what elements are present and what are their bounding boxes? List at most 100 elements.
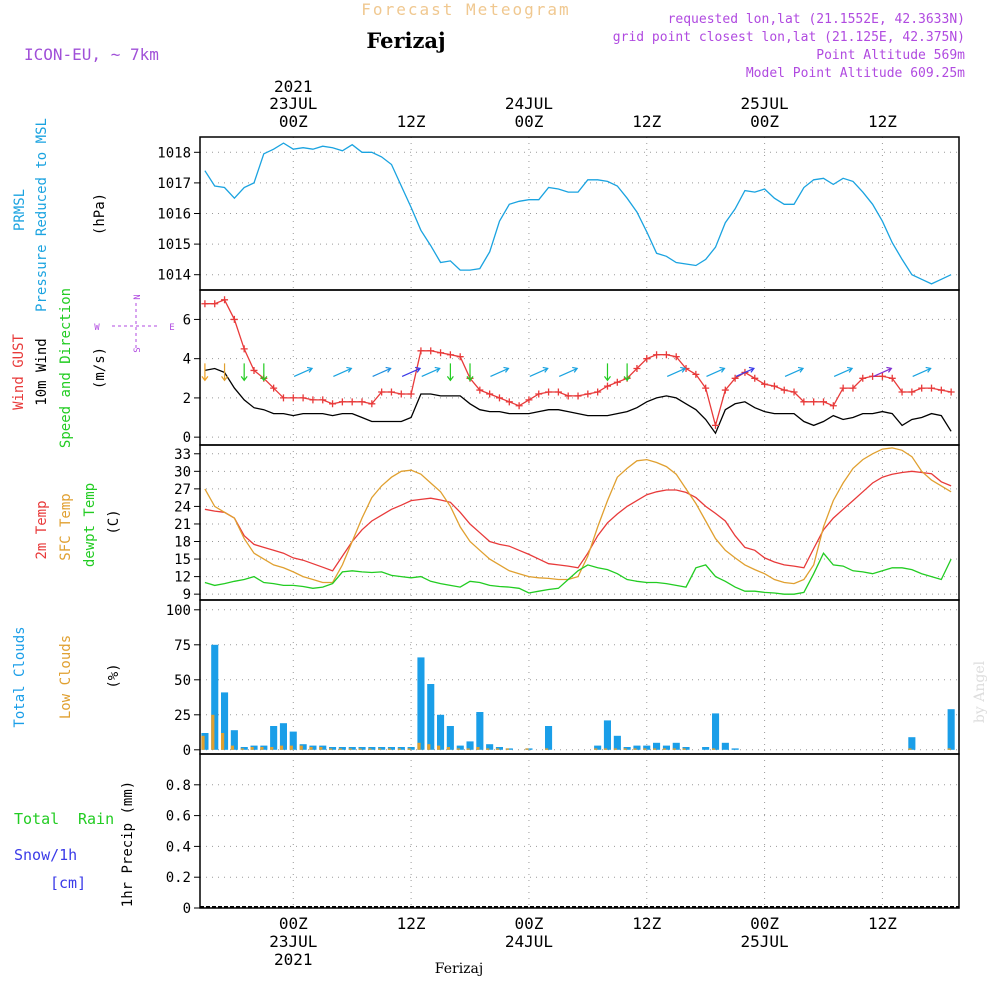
gust-marker [456,353,464,361]
gust-marker [250,366,258,374]
gust-marker [289,394,297,402]
panel-2: 0 2 4 6 [183,289,960,446]
low-cloud-bar [211,714,215,750]
gust-marker [554,388,562,396]
gust-marker [417,347,425,355]
total-cloud-bar [289,731,297,750]
wind-unit: (m/s) [92,347,108,389]
panels: 1014101510161017101802469121518212427303… [157,136,960,917]
gust-marker [279,394,287,402]
bottom-axis-year: 2021 [274,950,313,969]
gust-marker [211,300,219,308]
bottom-axis-hour: 12Z [397,914,426,933]
gust-marker [594,388,602,396]
total-cloud-bar [662,745,670,750]
y-tick-label: 75 [174,638,191,654]
total-cloud-bar [338,747,346,750]
gust-marker [761,380,769,388]
low-cloud-bar [407,748,411,750]
total-cloud-bar [682,747,690,750]
wind-direction-arrow [623,363,631,382]
low-cloud-bar [633,748,637,750]
gust-marker [928,384,936,392]
gust-marker [662,351,670,359]
total-cloud-bar [319,745,327,750]
panel-1: 1014 1015 1016 1017 1018 [157,136,960,291]
gust-marker [564,392,572,400]
wind-direction-arrow [201,363,209,382]
gust-marker [437,349,445,357]
y-tick-label: 6 [183,312,191,328]
low-cloud-bar [417,742,421,750]
gust-marker [338,398,346,406]
gust-marker [427,347,435,355]
y-tick-label: 0.8 [166,778,191,794]
y-tick-label: 100 [166,603,191,619]
gust-marker [319,396,327,404]
total-cloud-bar [368,747,376,750]
low-cloud-bar [358,748,362,750]
bottom-axis-hour: 00Z [514,914,543,933]
wind-direction-arrow [466,363,474,382]
y-tick-label: 33 [174,447,191,463]
low-cloud-bar [319,747,323,750]
gust-marker [947,388,955,396]
precip-unit: 1hr Precip (mm) [120,781,136,907]
gust-marker [829,402,837,410]
top-axis-hour: 12Z [632,112,661,131]
wind-direction-arrow [333,366,353,377]
gust-marker [270,384,278,392]
low-cloud-bar [446,747,450,750]
temp-unit: (C) [106,509,122,534]
gust-marker [751,374,759,382]
y-tick-label: 1018 [157,145,191,161]
bottom-axis-date: 24JUL [505,932,553,951]
wind-gust-line [204,298,952,428]
y-tick-label: 0.4 [166,839,191,855]
gust-marker [672,353,680,361]
low-cloud-bar [338,748,342,750]
total-cloud-bar [270,726,278,750]
snow-label: Snow/1h [14,846,77,864]
total-cloud-bar [702,747,710,750]
gust-marker [574,392,582,400]
wind-direction-arrow [604,363,611,382]
panel-frame [199,136,960,291]
wind-direction-arrow [558,366,579,377]
panel-frame [199,289,960,446]
total-cloud-bar [603,720,611,750]
y-tick-label: 27 [174,482,191,498]
total-cloud-bar [358,747,366,750]
total-cloud-bar [456,745,464,750]
low-cloud-bar [662,748,667,750]
y-tick-label: 30 [174,464,191,480]
model-name: ICON-EU, ~ 7km [24,45,159,64]
bottom-axis-hour: 00Z [750,914,779,933]
grid-point-coords: grid point closest lon,lat (21.125E, 42.… [613,30,965,45]
gust-marker [613,378,621,386]
total-cloud-bar [594,745,602,750]
low-cloud-bar [368,748,372,750]
pressure-label-2: Pressure Reduced to MSL [34,118,50,312]
wind-direction-arrow [490,366,510,377]
total-cloud-bar [348,747,356,750]
top-axis-date: 24JUL [505,94,553,113]
total-cloud-bar [545,726,553,750]
low-cloud-bar [476,747,480,750]
gust-marker [476,386,484,394]
low-cloud-bar [545,748,549,750]
wind-direction-arrow [446,363,454,382]
total-cloud-bar [525,748,533,750]
y-tick-label: 15 [174,552,191,568]
panel-5: 0 0.2 0.4 0.6 0.8 [166,753,960,917]
gust-marker [937,386,945,394]
total-cloud-bar [329,747,337,750]
y-tick-label: 24 [174,499,191,515]
low-cloud-bar [653,748,657,750]
total-cloud-bar [279,723,287,750]
low-cloud-bar [437,745,441,750]
gust-marker [515,402,523,410]
pressure-unit: (hPa) [92,193,108,235]
low-cloud-bar [623,748,627,750]
gust-marker [790,388,798,396]
